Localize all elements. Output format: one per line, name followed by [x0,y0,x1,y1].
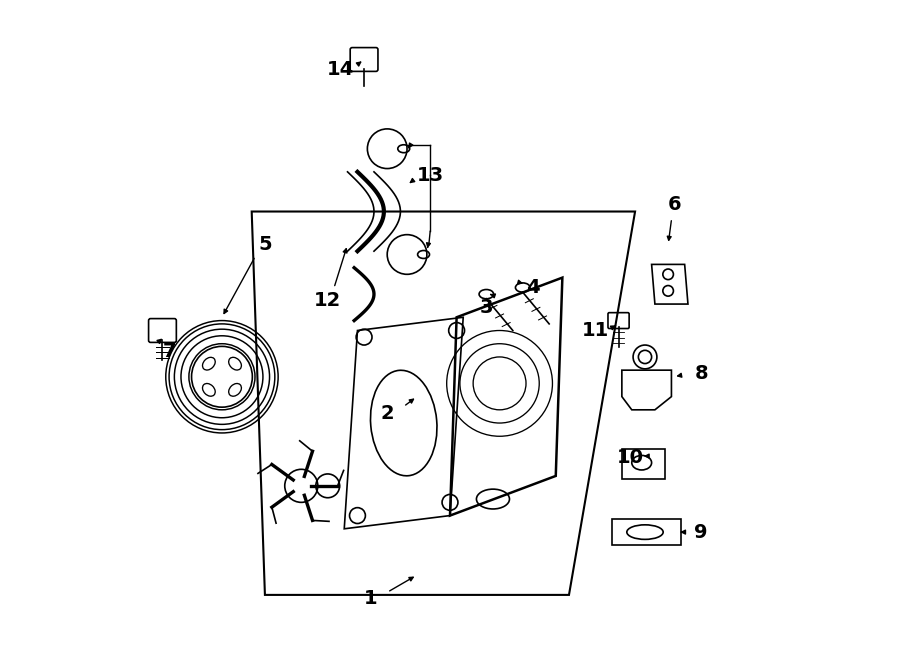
Text: 12: 12 [314,292,341,310]
Text: 5: 5 [258,235,272,254]
Text: 3: 3 [480,298,493,317]
Text: 8: 8 [695,364,708,383]
Text: 11: 11 [581,321,609,340]
Text: 7: 7 [162,342,176,361]
Text: 9: 9 [695,523,708,541]
Text: 1: 1 [364,589,377,607]
Text: 13: 13 [417,166,444,184]
Text: 4: 4 [526,278,539,297]
Text: 14: 14 [328,60,355,79]
Text: 6: 6 [668,196,681,214]
Text: 10: 10 [617,448,644,467]
Text: 2: 2 [381,404,394,422]
